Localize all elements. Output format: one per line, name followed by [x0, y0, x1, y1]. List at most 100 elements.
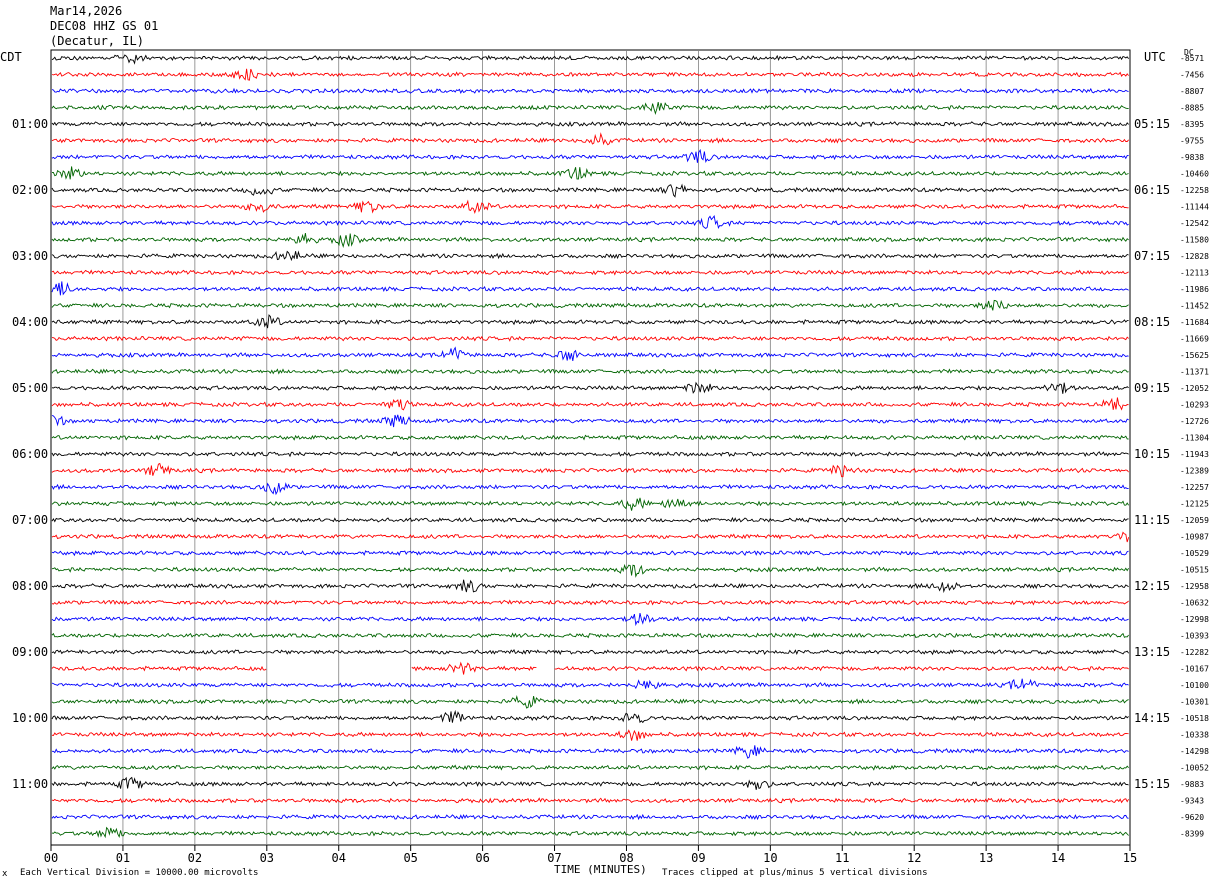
seismic-trace	[51, 397, 1129, 411]
seismic-trace	[51, 776, 1129, 790]
trace-offset-label: -15625	[1180, 351, 1209, 360]
seismic-trace	[51, 661, 1129, 675]
trace-offset-label: -11144	[1180, 203, 1209, 212]
seismic-trace	[51, 729, 1129, 741]
seismic-trace	[51, 450, 1129, 458]
left-hour-label: 04:00	[12, 315, 48, 329]
trace-offset-label: -8399	[1180, 830, 1204, 839]
trace-offset-label: -12052	[1180, 384, 1209, 393]
trace-offset-label: -7456	[1180, 71, 1204, 80]
seismic-trace	[51, 148, 1129, 163]
trace-offset-label: -12059	[1180, 516, 1209, 525]
trace-offset-label: -9883	[1180, 780, 1204, 789]
left-timezone-label: CDT	[0, 50, 22, 64]
seismic-trace	[51, 797, 1129, 804]
right-hour-label: 07:15	[1134, 249, 1170, 263]
trace-offset-label: -12125	[1180, 500, 1209, 509]
trace-offset-label: -11669	[1180, 335, 1209, 344]
header-date: Mar14,2026	[50, 4, 123, 18]
seismic-trace	[51, 462, 1129, 478]
seismic-trace	[51, 199, 1129, 214]
left-hour-label: 01:00	[12, 117, 48, 131]
right-hour-label: 10:15	[1134, 447, 1170, 461]
seismic-trace	[51, 299, 1129, 311]
trace-offset-label: -12828	[1180, 252, 1209, 261]
trace-offset-label: -10100	[1180, 681, 1209, 690]
seismic-trace	[51, 183, 1129, 198]
trace-offset-label: -10052	[1180, 764, 1209, 773]
seismic-trace	[51, 482, 1129, 496]
trace-offset-label: -11684	[1180, 318, 1209, 327]
seismic-trace	[51, 87, 1129, 94]
seismic-trace	[51, 346, 1129, 361]
trace-offset-label: -11452	[1180, 302, 1209, 311]
trace-offset-label: -9620	[1180, 813, 1204, 822]
trace-offset-label: -12258	[1180, 186, 1209, 195]
seismic-trace	[51, 250, 1129, 262]
left-hour-label: 10:00	[12, 711, 48, 725]
seismic-trace	[51, 531, 1130, 543]
right-hour-label: 06:15	[1134, 183, 1170, 197]
x-tick-label: 04	[332, 851, 346, 865]
trace-offset-label: -8571	[1180, 54, 1204, 63]
trace-offset-label: -11986	[1180, 285, 1209, 294]
trace-offset-label: -12282	[1180, 648, 1209, 657]
x-tick-label: 01	[116, 851, 130, 865]
right-corner-label: DC	[1184, 48, 1194, 57]
trace-offset-label: -10167	[1180, 665, 1209, 674]
trace-offset-label: -12726	[1180, 417, 1209, 426]
right-hour-label: 05:15	[1134, 117, 1170, 131]
x-tick-label: 03	[260, 851, 274, 865]
left-hour-label: 11:00	[12, 777, 48, 791]
seismic-trace	[51, 54, 1129, 65]
trace-offset-label: -12958	[1180, 582, 1209, 591]
seismic-trace	[51, 648, 1129, 656]
trace-offset-label: -10987	[1180, 533, 1209, 542]
left-hour-label: 09:00	[12, 645, 48, 659]
seismic-trace	[51, 709, 1129, 724]
trace-offset-label: -14298	[1180, 747, 1209, 756]
x-tick-label: 13	[979, 851, 993, 865]
trace-offset-label: -11943	[1180, 450, 1209, 459]
seismic-trace	[51, 764, 1129, 771]
footer-clip-note: Traces clipped at plus/minus 5 vertical …	[662, 868, 928, 878]
x-tick-label: 08	[619, 851, 633, 865]
trace-offset-label: -9343	[1180, 797, 1204, 806]
x-tick-label: 11	[835, 851, 849, 865]
trace-offset-label: -10393	[1180, 632, 1209, 641]
seismic-trace	[51, 497, 1129, 511]
left-hour-label: 05:00	[12, 381, 48, 395]
x-tick-label: 09	[691, 851, 705, 865]
left-hour-label: 03:00	[12, 249, 48, 263]
trace-offset-label: -10515	[1180, 566, 1209, 575]
plot-frame	[50, 49, 1131, 846]
header-location: (Decatur, IL)	[50, 34, 144, 48]
seismic-trace	[51, 381, 1129, 394]
trace-offset-label: -11304	[1180, 434, 1209, 443]
left-hour-label: 08:00	[12, 579, 48, 593]
header-station: DEC08 HHZ GS 01	[50, 19, 159, 33]
seismic-trace	[51, 695, 1129, 709]
trace-offset-label: -8807	[1180, 87, 1204, 96]
right-hour-label: 13:15	[1134, 645, 1170, 659]
right-hour-label: 14:15	[1134, 711, 1170, 725]
seismic-trace	[51, 368, 1129, 375]
seismic-trace	[51, 120, 1129, 128]
left-hour-label: 02:00	[12, 183, 48, 197]
x-tick-label: 15	[1123, 851, 1137, 865]
seismic-trace	[51, 434, 1129, 441]
trace-offset-label: -12113	[1180, 269, 1209, 278]
seismic-trace	[51, 269, 1129, 276]
x-tick-label: 05	[403, 851, 417, 865]
seismic-trace	[51, 549, 1129, 557]
x-axis-title: TIME (MINUTES)	[554, 863, 647, 876]
seismic-trace	[51, 414, 1129, 428]
label-group: 00 01 02 03 04 05 06 07 08 09 10 11 12 13 14 15 -8571 -74…	[12, 54, 1209, 865]
trace-offset-label: -10460	[1180, 170, 1209, 179]
footer-marker: x	[2, 869, 8, 879]
seismic-trace	[51, 579, 1129, 594]
seismic-trace	[51, 826, 1129, 839]
minute-grid	[50, 49, 1131, 851]
seismic-trace	[51, 215, 1129, 230]
trace-offset-label: -8885	[1180, 104, 1204, 113]
